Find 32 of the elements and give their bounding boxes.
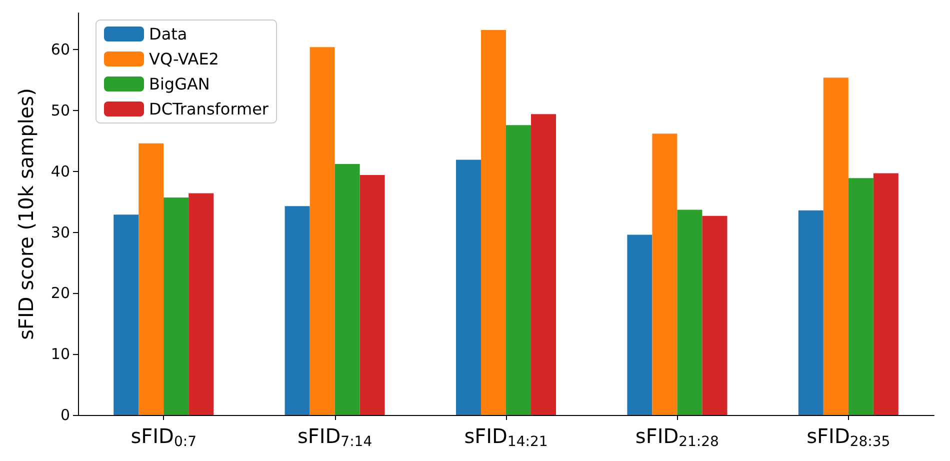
legend-label: Data xyxy=(149,24,188,44)
y-tick-label: 50 xyxy=(50,101,70,120)
y-tick-label: 10 xyxy=(50,345,70,364)
bar xyxy=(164,198,189,415)
bar xyxy=(873,173,898,415)
bar xyxy=(627,234,652,415)
bar xyxy=(481,30,506,415)
y-axis-title: sFID score (10k samples) xyxy=(14,88,38,340)
bar xyxy=(823,78,848,415)
bar xyxy=(506,125,531,415)
y-tick-label: 60 xyxy=(50,40,70,59)
y-tick-label: 0 xyxy=(60,406,70,424)
bar xyxy=(138,143,164,415)
bar xyxy=(114,214,139,415)
bar xyxy=(798,210,824,415)
bar xyxy=(652,134,678,415)
bar xyxy=(284,206,310,415)
legend-label: BigGAN xyxy=(149,74,210,94)
bar xyxy=(188,193,214,415)
bar xyxy=(310,47,335,415)
bar xyxy=(848,178,874,415)
bar xyxy=(360,175,385,415)
y-tick-label: 40 xyxy=(50,162,70,180)
bar xyxy=(677,210,702,415)
bar xyxy=(456,160,481,415)
legend-label: DCTransformer xyxy=(149,100,269,118)
bar xyxy=(334,164,360,415)
bar xyxy=(702,216,728,415)
y-tick-label: 30 xyxy=(50,223,70,242)
bar xyxy=(531,114,556,415)
legend-label: VQ-VAE2 xyxy=(149,50,219,68)
y-tick-label: 20 xyxy=(50,284,70,302)
